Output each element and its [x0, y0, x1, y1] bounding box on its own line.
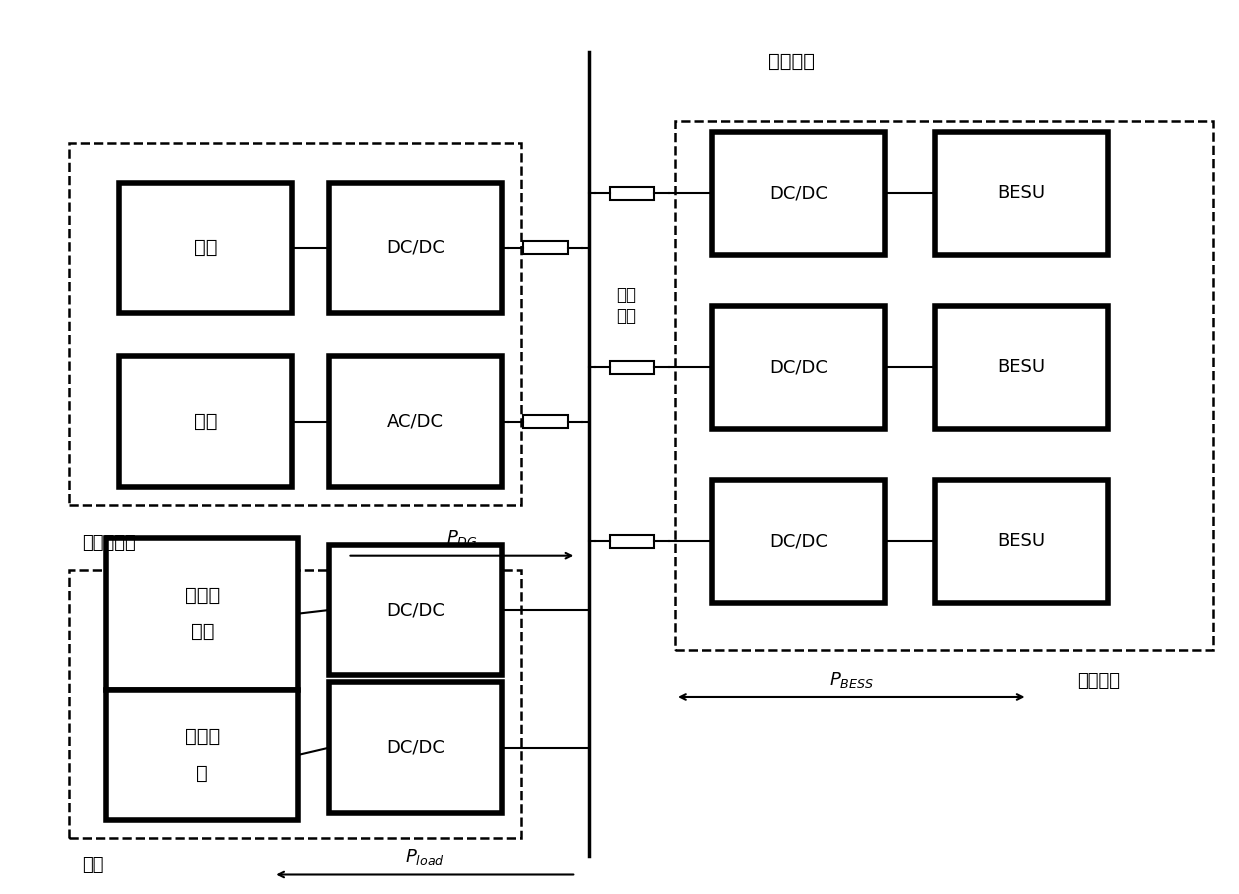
FancyBboxPatch shape — [107, 537, 299, 690]
FancyBboxPatch shape — [119, 357, 292, 487]
Text: 直流母线: 直流母线 — [768, 52, 815, 72]
Text: $P_{load}$: $P_{load}$ — [405, 848, 445, 867]
FancyBboxPatch shape — [119, 182, 292, 313]
FancyBboxPatch shape — [610, 535, 654, 548]
FancyBboxPatch shape — [330, 682, 502, 813]
FancyBboxPatch shape — [934, 131, 1108, 255]
FancyBboxPatch shape — [712, 131, 886, 255]
FancyBboxPatch shape — [610, 361, 654, 374]
Text: 光伏: 光伏 — [193, 238, 217, 257]
Text: $P_{DG}$: $P_{DG}$ — [446, 528, 478, 548]
FancyBboxPatch shape — [934, 306, 1108, 429]
Text: 分布式电源: 分布式电源 — [82, 534, 135, 552]
Text: 储能系统: 储能系统 — [1077, 671, 1120, 689]
Text: 汽车: 汽车 — [191, 622, 214, 641]
FancyBboxPatch shape — [330, 182, 502, 313]
Text: DC/DC: DC/DC — [387, 239, 445, 257]
FancyBboxPatch shape — [934, 479, 1108, 603]
FancyBboxPatch shape — [712, 306, 886, 429]
FancyBboxPatch shape — [107, 690, 299, 820]
Text: 负载: 负载 — [82, 856, 103, 874]
FancyBboxPatch shape — [523, 415, 567, 428]
FancyBboxPatch shape — [523, 241, 567, 254]
Text: DC/DC: DC/DC — [769, 358, 828, 376]
Text: 一般负: 一般负 — [185, 728, 219, 746]
Text: 载: 载 — [197, 763, 208, 782]
Text: DC/DC: DC/DC — [769, 184, 828, 202]
Text: DC/DC: DC/DC — [387, 601, 445, 619]
Text: DC/DC: DC/DC — [769, 532, 828, 550]
FancyBboxPatch shape — [330, 544, 502, 675]
FancyBboxPatch shape — [330, 357, 502, 487]
Text: 线路
阻抗: 线路 阻抗 — [616, 286, 636, 325]
Text: DC/DC: DC/DC — [387, 738, 445, 756]
Text: 风电: 风电 — [193, 412, 217, 431]
Text: 新能源: 新能源 — [185, 586, 219, 605]
FancyBboxPatch shape — [712, 479, 886, 603]
Text: $P_{BESS}$: $P_{BESS}$ — [829, 670, 873, 690]
Text: BESU: BESU — [997, 532, 1046, 550]
Text: BESU: BESU — [997, 184, 1046, 202]
Text: BESU: BESU — [997, 358, 1046, 376]
Text: AC/DC: AC/DC — [387, 413, 444, 431]
FancyBboxPatch shape — [610, 187, 654, 200]
